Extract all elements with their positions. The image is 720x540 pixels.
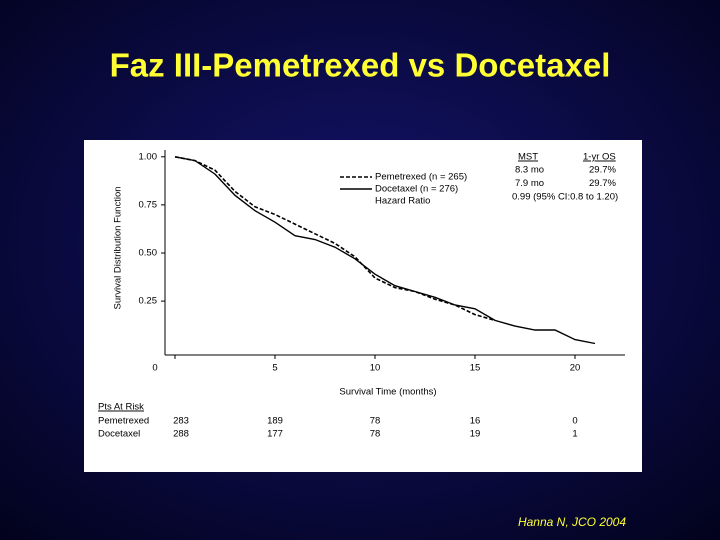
risk-count: 16 xyxy=(470,416,481,427)
y-axis-label: Survival Distribution Function xyxy=(113,186,124,309)
chart-panel xyxy=(84,140,642,472)
risk-count: 0 xyxy=(572,416,577,427)
risk-count: 78 xyxy=(370,416,381,427)
survival-curve xyxy=(174,156,596,345)
legend-table-header: 1-yr OS xyxy=(583,152,616,163)
y-tick-label: 0.50 xyxy=(139,248,158,259)
legend-table-header: MST xyxy=(518,152,538,163)
x-tick-label: 0 xyxy=(152,363,157,374)
x-tick-label: 10 xyxy=(370,363,381,374)
y-tick-label: 0.75 xyxy=(139,199,158,210)
risk-count: 1 xyxy=(572,429,577,440)
legend-label: Docetaxel (n = 276) xyxy=(375,184,458,195)
risk-count: 177 xyxy=(267,429,283,440)
slide-title: Faz III-Pemetrexed vs Docetaxel xyxy=(110,47,611,84)
legend-label: Hazard Ratio xyxy=(375,196,430,207)
legend-table-cell: 0.99 (95% CI:0.8 to 1.20) xyxy=(512,192,618,203)
risk-count: 189 xyxy=(267,416,283,427)
risk-row-label: Docetaxel xyxy=(98,429,140,440)
legend-table-cell: 7.9 mo xyxy=(515,178,544,189)
risk-table-title: Pts At Risk xyxy=(98,402,144,413)
risk-count: 78 xyxy=(370,429,381,440)
x-tick-label: 15 xyxy=(470,363,481,374)
y-tick-label: 1.00 xyxy=(139,151,158,162)
risk-row-label: Pemetrexed xyxy=(98,416,149,427)
x-tick-label: 20 xyxy=(570,363,581,374)
risk-count: 283 xyxy=(173,416,189,427)
legend-table-cell: 29.7% xyxy=(589,165,616,176)
legend-label: Pemetrexed (n = 265) xyxy=(375,172,467,183)
source: Hanna N, JCO 2004 xyxy=(518,515,626,529)
legend-table-cell: 29.7% xyxy=(589,178,616,189)
x-tick-label: 5 xyxy=(272,363,277,374)
risk-count: 19 xyxy=(470,429,481,440)
legend-table-cell: 8.3 mo xyxy=(515,165,544,176)
y-tick-label: 0.25 xyxy=(139,296,158,307)
x-axis-label: Survival Time (months) xyxy=(339,387,436,398)
risk-count: 288 xyxy=(173,429,189,440)
survival-curve xyxy=(174,156,496,322)
